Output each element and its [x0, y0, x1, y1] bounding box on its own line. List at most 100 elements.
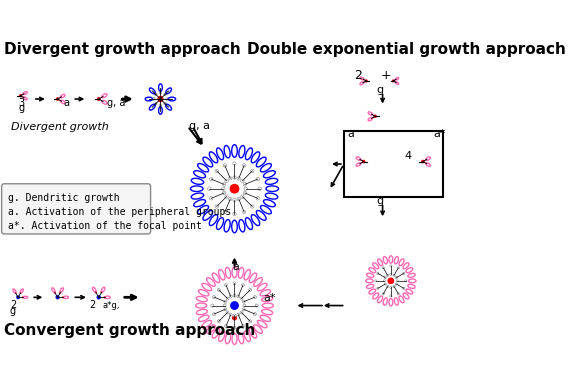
- Circle shape: [224, 300, 227, 303]
- Circle shape: [222, 187, 225, 190]
- Circle shape: [223, 304, 226, 307]
- Circle shape: [224, 308, 227, 311]
- Circle shape: [241, 179, 244, 182]
- Circle shape: [255, 304, 258, 307]
- Circle shape: [237, 313, 240, 316]
- Circle shape: [223, 210, 226, 214]
- Circle shape: [383, 280, 386, 282]
- Circle shape: [155, 93, 157, 96]
- Circle shape: [422, 161, 424, 163]
- Circle shape: [208, 187, 211, 190]
- Circle shape: [229, 313, 232, 316]
- Text: a. Activation of the peripheral groups: a. Activation of the peripheral groups: [8, 207, 232, 217]
- Circle shape: [258, 187, 261, 190]
- Text: +: +: [380, 69, 391, 82]
- Circle shape: [233, 198, 236, 202]
- Circle shape: [243, 304, 246, 307]
- Circle shape: [217, 288, 220, 291]
- Text: a*: a*: [263, 293, 276, 303]
- Text: Divergent growth: Divergent growth: [10, 122, 108, 132]
- Circle shape: [229, 177, 232, 180]
- Circle shape: [396, 280, 398, 282]
- Circle shape: [166, 98, 168, 100]
- Circle shape: [225, 324, 228, 328]
- Circle shape: [215, 169, 218, 172]
- Circle shape: [256, 197, 259, 200]
- Circle shape: [241, 195, 244, 198]
- Circle shape: [393, 274, 395, 276]
- Circle shape: [17, 296, 19, 298]
- Circle shape: [222, 183, 226, 186]
- Circle shape: [254, 296, 256, 298]
- Text: g. Dendritic growth: g. Dendritic growth: [8, 193, 120, 203]
- Circle shape: [249, 288, 252, 291]
- Circle shape: [164, 93, 166, 96]
- Text: a: a: [347, 129, 354, 139]
- Text: g, a: g, a: [107, 98, 125, 108]
- Text: 2: 2: [10, 300, 16, 310]
- Circle shape: [226, 311, 229, 314]
- Circle shape: [390, 295, 392, 297]
- Circle shape: [254, 313, 256, 316]
- Circle shape: [225, 179, 228, 182]
- Circle shape: [230, 185, 239, 193]
- Circle shape: [233, 326, 236, 329]
- Circle shape: [242, 308, 245, 311]
- Circle shape: [237, 197, 240, 201]
- Text: 2: 2: [89, 300, 95, 310]
- Circle shape: [388, 278, 394, 283]
- Circle shape: [57, 98, 58, 100]
- Circle shape: [54, 291, 56, 293]
- Circle shape: [101, 291, 102, 293]
- Text: Divergent growth approach: Divergent growth approach: [4, 42, 241, 57]
- Circle shape: [375, 280, 377, 282]
- Circle shape: [397, 293, 400, 295]
- Circle shape: [233, 316, 236, 320]
- Circle shape: [159, 104, 162, 107]
- Circle shape: [237, 177, 240, 180]
- Circle shape: [387, 285, 389, 288]
- Text: 2: 2: [354, 69, 362, 82]
- Circle shape: [164, 103, 166, 105]
- Circle shape: [256, 177, 259, 181]
- Circle shape: [159, 91, 162, 94]
- Text: g: g: [377, 196, 384, 206]
- Circle shape: [97, 296, 100, 299]
- Circle shape: [215, 205, 218, 208]
- Circle shape: [387, 274, 389, 276]
- Circle shape: [377, 272, 379, 275]
- Circle shape: [222, 191, 226, 195]
- Circle shape: [210, 197, 213, 200]
- Text: Double exponential growth approach: Double exponential growth approach: [247, 42, 566, 57]
- Circle shape: [241, 283, 244, 286]
- Circle shape: [251, 205, 254, 208]
- Circle shape: [233, 176, 236, 179]
- Circle shape: [153, 98, 155, 100]
- Circle shape: [405, 280, 407, 282]
- Circle shape: [390, 286, 392, 288]
- Circle shape: [155, 103, 157, 105]
- Circle shape: [384, 276, 386, 279]
- Circle shape: [226, 297, 229, 300]
- Circle shape: [243, 210, 246, 214]
- Circle shape: [393, 285, 395, 288]
- Circle shape: [362, 161, 365, 163]
- Circle shape: [244, 187, 247, 190]
- Circle shape: [23, 296, 24, 298]
- Text: g: g: [377, 85, 384, 95]
- Circle shape: [393, 80, 394, 82]
- Circle shape: [243, 183, 247, 186]
- Circle shape: [211, 304, 214, 307]
- Circle shape: [158, 96, 163, 101]
- Text: g: g: [18, 103, 24, 113]
- Circle shape: [60, 291, 61, 293]
- Circle shape: [377, 287, 379, 290]
- Text: a: a: [233, 262, 240, 272]
- Circle shape: [403, 272, 405, 275]
- Text: g: g: [10, 306, 16, 316]
- Circle shape: [20, 292, 21, 294]
- Circle shape: [251, 169, 254, 172]
- Text: 4: 4: [405, 151, 412, 161]
- Circle shape: [249, 320, 252, 323]
- Circle shape: [395, 283, 397, 285]
